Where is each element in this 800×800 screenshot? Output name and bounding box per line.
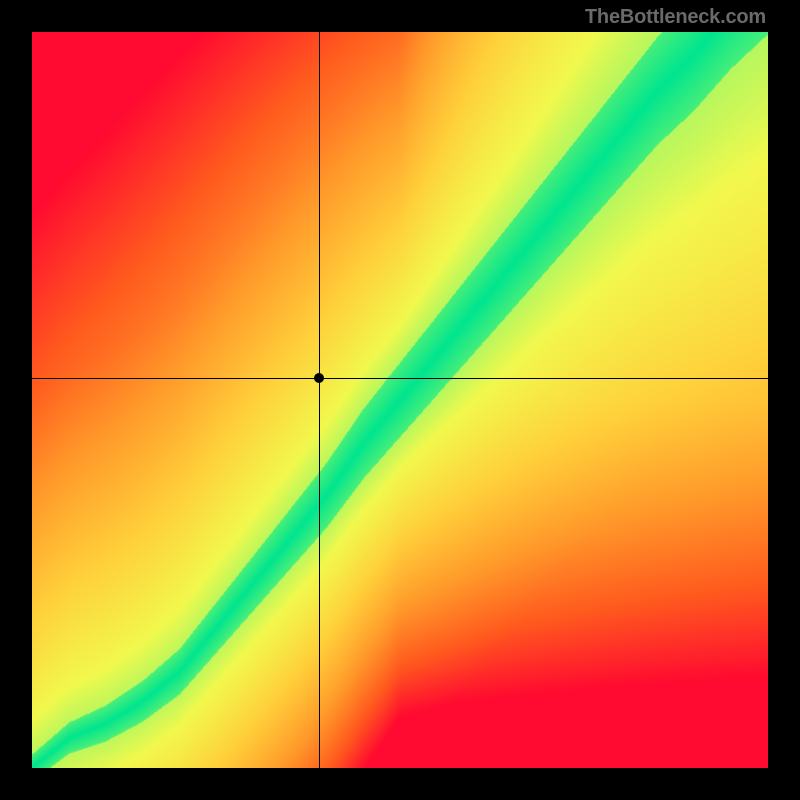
crosshair-horizontal: [32, 378, 768, 379]
crosshair-marker: [314, 373, 324, 383]
watermark-text: TheBottleneck.com: [585, 6, 766, 29]
heatmap-canvas: [32, 32, 768, 768]
crosshair-vertical: [319, 32, 320, 768]
bottleneck-heatmap: [32, 32, 768, 768]
